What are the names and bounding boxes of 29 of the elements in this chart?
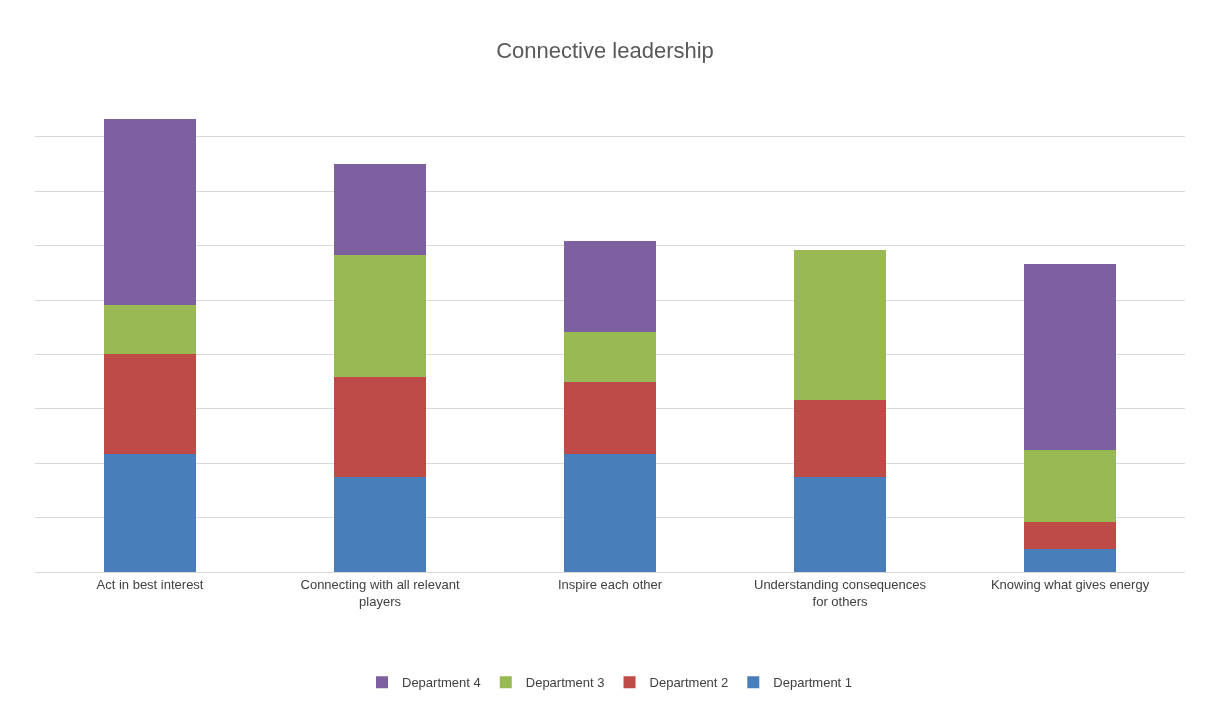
bar xyxy=(794,399,886,477)
x-tick-label: Knowing what gives energy xyxy=(990,576,1150,592)
legend-label: Department 2 xyxy=(649,675,729,691)
bar xyxy=(334,476,426,572)
bar xyxy=(104,118,196,305)
bar xyxy=(1024,263,1116,450)
x-tick-label: Connecting with all relevant players xyxy=(300,576,460,609)
bar xyxy=(564,241,656,332)
bar xyxy=(794,476,886,572)
bar xyxy=(1024,449,1116,523)
x-tick-label: Act in best interest xyxy=(96,576,204,592)
x-tick-label: Inspire each other xyxy=(557,576,663,592)
bar xyxy=(564,454,656,572)
bar xyxy=(794,250,886,400)
legend-label: Department 4 xyxy=(402,675,481,691)
bar xyxy=(104,454,196,572)
x-tick-label: Understanding consequences for others xyxy=(753,576,927,609)
bar xyxy=(564,381,656,455)
bar xyxy=(104,354,196,455)
bar xyxy=(334,254,426,378)
bar xyxy=(104,304,196,355)
legend-label: Department 3 xyxy=(525,675,605,691)
bar xyxy=(1024,549,1116,572)
bar xyxy=(334,377,426,477)
legend-label: Department 1 xyxy=(773,675,853,691)
bar xyxy=(334,164,426,255)
bar xyxy=(564,331,656,382)
bar xyxy=(1024,522,1116,550)
chart-title: Connective leadership xyxy=(496,37,714,63)
